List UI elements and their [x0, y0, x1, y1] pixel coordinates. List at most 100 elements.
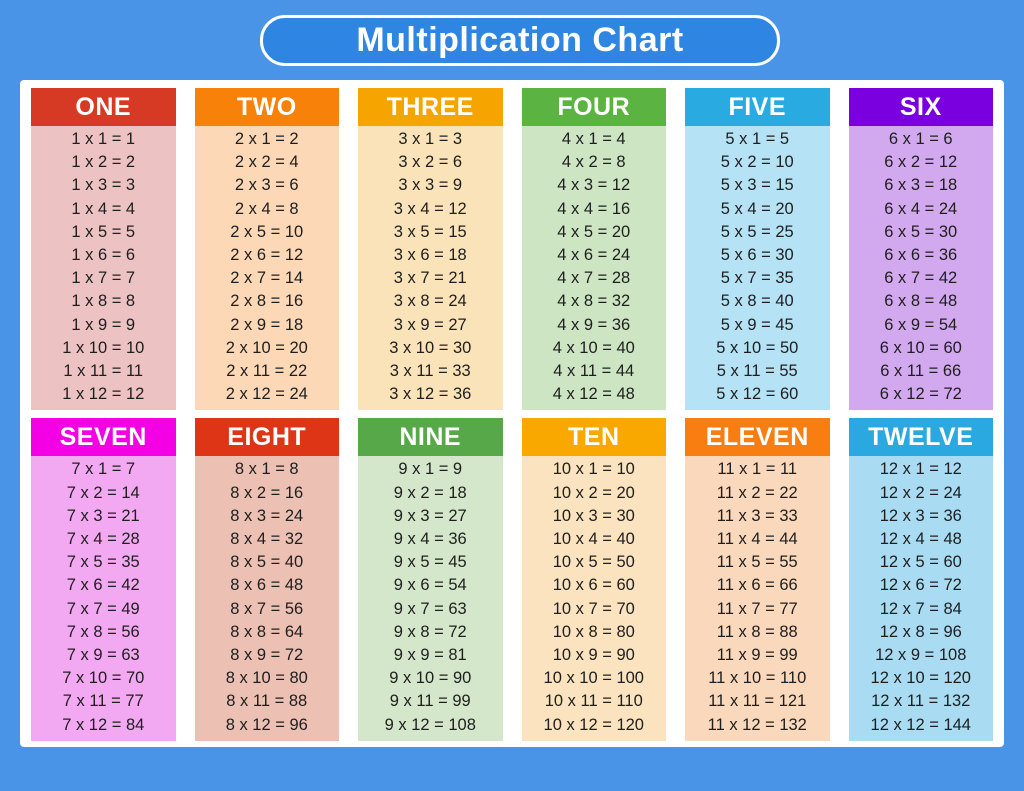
- page-title: Multiplication Chart: [260, 15, 780, 66]
- fact-row: 6 x 11 = 66: [880, 362, 962, 381]
- column-header-ten: TEN: [521, 418, 666, 457]
- fact-row: 7 x 7 = 49: [66, 599, 140, 618]
- fact-row: 10 x 8 = 80: [552, 622, 635, 641]
- fact-row: 3 x 3 = 9: [398, 176, 463, 195]
- fact-row: 2 x 5 = 10: [230, 222, 304, 241]
- fact-row: 4 x 3 = 12: [557, 176, 631, 195]
- fact-row: 9 x 9 = 81: [393, 646, 467, 665]
- fact-row: 9 x 1 = 9: [398, 460, 463, 479]
- column-body-two: 2 x 1 = 2 2 x 2 = 4 2 x 3 = 6 2 x 4 = 8 2 x …: [194, 126, 339, 411]
- fact-row: 3 x 7 = 21: [393, 269, 467, 288]
- fact-row: 12 x 2 = 24: [879, 483, 962, 502]
- fact-row: 10 x 5 = 50: [552, 553, 635, 572]
- fact-row: 9 x 10 = 90: [389, 669, 472, 688]
- fact-row: 1 x 10 = 10: [62, 338, 145, 357]
- fact-row: 6 x 1 = 6: [888, 130, 953, 148]
- fact-row: 2 x 3 = 6: [234, 176, 299, 195]
- column-header-nine: NINE: [358, 418, 503, 457]
- column-body-six: 6 x 1 = 6 6 x 2 = 12 6 x 3 = 18 6 x 4 = 24 6…: [848, 126, 993, 411]
- fact-row: 7 x 12 = 84: [62, 715, 145, 734]
- fact-row: 4 x 8 = 32: [557, 292, 631, 311]
- table-column-eight: EIGHT 8 x 1 = 8 8 x 2 = 16 8 x 3 = 24 8 x 4 …: [194, 418, 339, 741]
- fact-row: 10 x 7 = 70: [552, 599, 635, 618]
- fact-row: 11 x 6 = 66: [716, 576, 798, 595]
- column-body-seven: 7 x 1 = 7 7 x 2 = 14 7 x 3 = 21 7 x 4 = 28 7…: [31, 456, 176, 741]
- fact-row: 3 x 12 = 36: [389, 385, 472, 404]
- fact-row: 6 x 2 = 12: [884, 153, 958, 172]
- table-column-nine: NINE 9 x 1 = 9 9 x 2 = 18 9 x 3 = 27 9 x 4 =…: [358, 418, 503, 741]
- fact-row: 2 x 11 = 22: [226, 362, 308, 381]
- fact-row: 6 x 9 = 54: [884, 315, 958, 334]
- fact-row: 9 x 6 = 54: [393, 576, 467, 595]
- fact-row: 4 x 2 = 8: [561, 153, 626, 172]
- fact-row: 7 x 9 = 63: [66, 646, 140, 665]
- fact-row: 12 x 4 = 48: [879, 530, 962, 549]
- fact-row: 5 x 7 = 35: [720, 269, 794, 288]
- fact-row: 12 x 8 = 96: [879, 622, 962, 641]
- fact-row: 1 x 7 = 7: [71, 269, 136, 288]
- fact-row: 3 x 11 = 33: [389, 362, 471, 381]
- column-body-nine: 9 x 1 = 9 9 x 2 = 18 9 x 3 = 27 9 x 4 = 36 9…: [358, 456, 503, 741]
- fact-row: 8 x 6 = 48: [230, 576, 304, 595]
- fact-row: 1 x 8 = 8: [71, 292, 136, 311]
- fact-row: 1 x 3 = 3: [71, 176, 136, 195]
- fact-row: 8 x 3 = 24: [230, 506, 304, 525]
- fact-row: 7 x 4 = 28: [66, 530, 140, 549]
- fact-row: 4 x 7 = 28: [557, 269, 631, 288]
- fact-row: 5 x 10 = 50: [716, 338, 799, 357]
- grid-row-2: SEVEN 7 x 1 = 7 7 x 2 = 14 7 x 3 = 21 7 x 4 …: [31, 418, 993, 741]
- column-header-one: ONE: [31, 88, 176, 126]
- fact-row: 5 x 5 = 25: [720, 222, 794, 241]
- fact-row: 11 x 9 = 99: [716, 646, 798, 665]
- fact-row: 5 x 12 = 60: [716, 385, 799, 404]
- fact-row: 11 x 10 = 110: [708, 669, 807, 688]
- fact-row: 4 x 5 = 20: [557, 222, 631, 241]
- fact-row: 10 x 12 = 120: [543, 715, 644, 734]
- fact-row: 6 x 3 = 18: [884, 176, 958, 195]
- fact-row: 12 x 12 = 144: [870, 715, 971, 734]
- fact-row: 1 x 1 = 1: [71, 130, 136, 148]
- fact-row: 8 x 10 = 80: [225, 669, 308, 688]
- column-header-three: THREE: [358, 88, 503, 126]
- fact-row: 10 x 10 = 100: [543, 669, 644, 688]
- fact-row: 3 x 2 = 6: [398, 153, 463, 172]
- column-body-four: 4 x 1 = 4 4 x 2 = 8 4 x 3 = 12 4 x 4 = 16 4 …: [521, 126, 666, 411]
- fact-row: 5 x 2 = 10: [720, 153, 794, 172]
- page-title-text: Multiplication Chart: [356, 21, 684, 59]
- fact-row: 4 x 11 = 44: [553, 362, 635, 381]
- fact-row: 10 x 3 = 30: [552, 506, 635, 525]
- fact-row: 8 x 4 = 32: [230, 530, 304, 549]
- fact-row: 4 x 12 = 48: [552, 385, 635, 404]
- fact-row: 1 x 4 = 4: [71, 199, 136, 218]
- fact-row: 6 x 8 = 48: [884, 292, 958, 311]
- column-body-eight: 8 x 1 = 8 8 x 2 = 16 8 x 3 = 24 8 x 4 = 32 8…: [194, 456, 339, 741]
- fact-row: 7 x 6 = 42: [66, 576, 140, 595]
- fact-row: 3 x 5 = 15: [393, 222, 467, 241]
- column-body-three: 3 x 1 = 3 3 x 2 = 6 3 x 3 = 9 3 x 4 = 12 3 x…: [358, 126, 503, 411]
- column-header-eight: EIGHT: [194, 418, 339, 457]
- column-body-ten: 10 x 1 = 10 10 x 2 = 20 10 x 3 = 30 10 x 4 …: [521, 456, 666, 741]
- fact-row: 5 x 11 = 55: [716, 362, 798, 381]
- fact-row: 6 x 5 = 30: [884, 222, 958, 241]
- fact-row: 8 x 11 = 88: [226, 692, 308, 711]
- fact-row: 4 x 4 = 16: [557, 199, 631, 218]
- fact-row: 1 x 9 = 9: [71, 315, 136, 334]
- fact-row: 10 x 11 = 110: [544, 692, 643, 711]
- fact-row: 9 x 4 = 36: [393, 530, 467, 549]
- fact-row: 9 x 7 = 63: [393, 599, 467, 618]
- column-header-two: TWO: [194, 88, 339, 126]
- column-header-six: SIX: [848, 88, 993, 126]
- table-column-six: SIX 6 x 1 = 6 6 x 2 = 12 6 x 3 = 18 6 x 4 = …: [848, 88, 993, 411]
- table-column-four: FOUR 4 x 1 = 4 4 x 2 = 8 4 x 3 = 12 4 x 4 = …: [521, 88, 666, 411]
- fact-row: 5 x 9 = 45: [720, 315, 794, 334]
- fact-row: 2 x 1 = 2: [234, 130, 299, 148]
- column-body-five: 5 x 1 = 5 5 x 2 = 10 5 x 3 = 15 5 x 4 = 20 5…: [685, 126, 830, 411]
- fact-row: 12 x 1 = 12: [879, 460, 962, 479]
- column-header-five: FIVE: [685, 88, 830, 126]
- fact-row: 6 x 10 = 60: [879, 338, 962, 357]
- fact-row: 7 x 5 = 35: [66, 553, 140, 572]
- fact-row: 11 x 8 = 88: [716, 622, 798, 641]
- fact-row: 12 x 6 = 72: [879, 576, 962, 595]
- fact-row: 8 x 5 = 40: [230, 553, 304, 572]
